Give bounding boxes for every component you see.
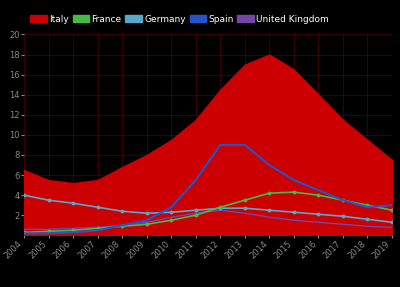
Legend: Italy, France, Germany, Spain, United Kingdom: Italy, France, Germany, Spain, United Ki… [28, 13, 331, 26]
